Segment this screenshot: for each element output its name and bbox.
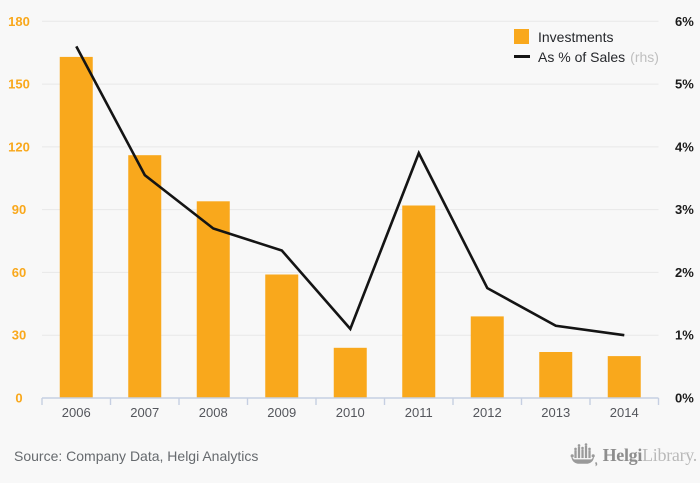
x-axis-label-2010: 2010 <box>336 405 365 420</box>
legend-label-sales: As % of Sales <box>538 48 626 65</box>
left-axis-label: 150 <box>8 77 30 92</box>
x-axis-label-2009: 2009 <box>267 405 296 420</box>
logo-text-library: Library. <box>642 444 697 465</box>
legend-label-sales-suffix: (rhs) <box>630 48 659 65</box>
bar-2009 <box>265 274 299 398</box>
sales-line <box>75 45 625 337</box>
bar-2007 <box>128 155 162 398</box>
logo-text-helgi: Helgi <box>602 444 643 465</box>
right-axis-label: 1% <box>675 328 694 343</box>
bar-2008 <box>196 201 230 398</box>
bar-2006 <box>59 56 93 399</box>
bar-2013 <box>539 352 573 398</box>
right-axis-label: 5% <box>675 77 694 92</box>
right-axis-label: 0% <box>675 391 694 406</box>
right-axis-label: 3% <box>675 202 694 217</box>
x-axis-label-2013: 2013 <box>541 405 570 420</box>
bar-2012 <box>470 316 504 398</box>
x-axis-label-2012: 2012 <box>473 405 502 420</box>
x-axis-label-2008: 2008 <box>199 405 228 420</box>
helgi-library-logo: HelgiLibrary. <box>570 443 697 467</box>
sales-line-swatch-icon <box>514 55 530 58</box>
left-axis-label: 60 <box>12 265 26 280</box>
left-axis-label: 120 <box>8 139 30 154</box>
left-axis-label: 180 <box>8 14 30 29</box>
x-axis-label-2007: 2007 <box>130 405 159 420</box>
legend-item-investments: Investments <box>514 28 659 45</box>
investments-swatch-icon <box>514 29 529 44</box>
legend-label-investments: Investments <box>538 28 614 45</box>
bar-2014 <box>607 356 641 398</box>
x-axis-label-2006: 2006 <box>62 405 91 420</box>
bar-2010 <box>333 347 367 398</box>
left-axis-label: 90 <box>12 202 26 217</box>
x-axis-label-2011: 2011 <box>405 405 433 420</box>
legend-item-sales: As % of Sales (rhs) <box>514 48 659 65</box>
x-axis-label-2014: 2014 <box>610 405 639 420</box>
left-axis-label: 0 <box>15 391 22 406</box>
legend: Investments As % of Sales (rhs) <box>514 28 659 65</box>
right-axis-label: 2% <box>675 265 694 280</box>
bar-2011 <box>402 205 436 398</box>
left-axis-label: 30 <box>12 328 26 343</box>
source-text: Source: Company Data, Helgi Analytics <box>14 448 259 464</box>
right-axis-label: 4% <box>675 139 694 154</box>
helgi-ship-icon <box>570 443 597 467</box>
right-axis-label: 6% <box>675 14 694 29</box>
